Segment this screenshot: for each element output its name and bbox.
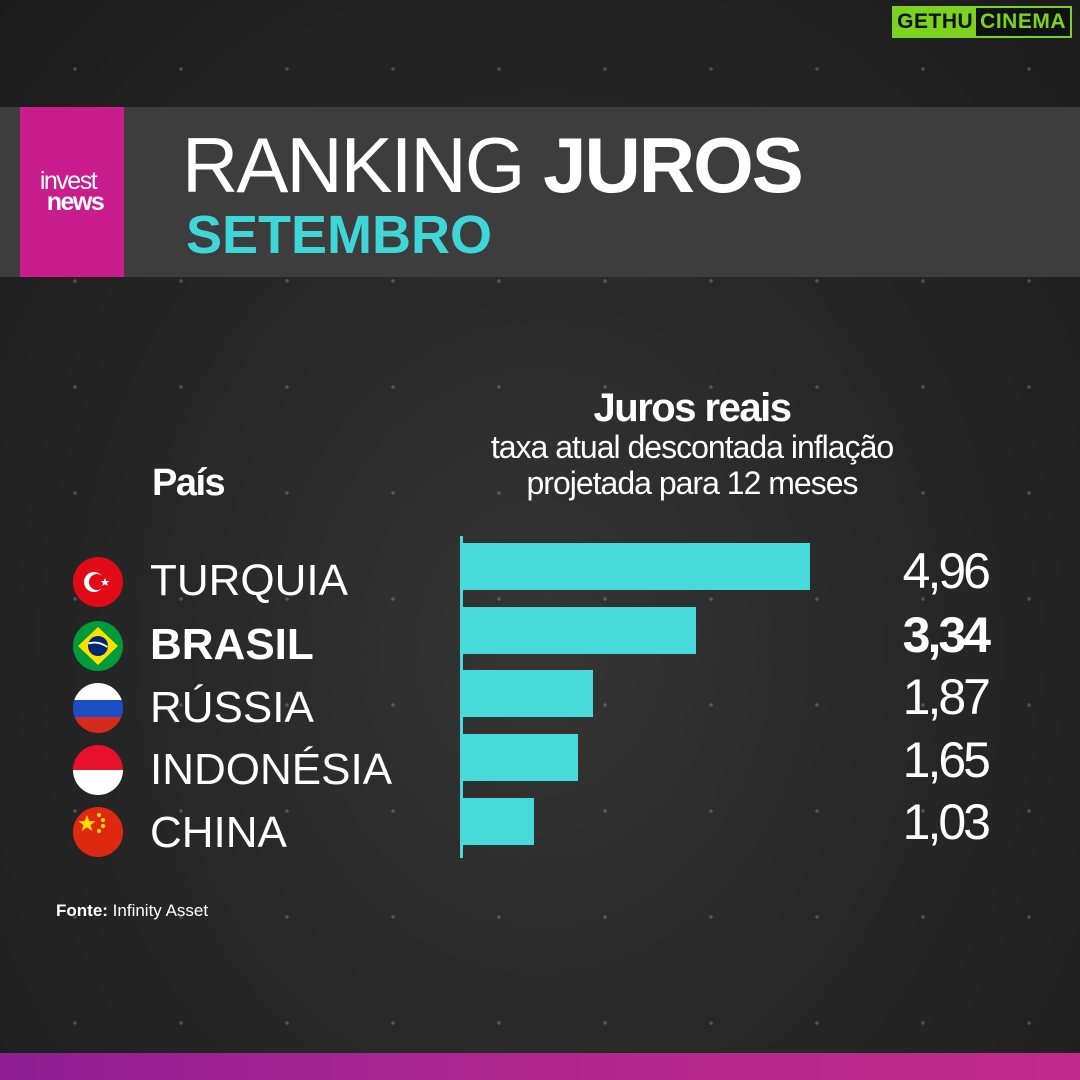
value-label-turquia: 4,96 bbox=[902, 543, 991, 599]
title-bold: JUROS bbox=[543, 121, 804, 209]
turkey-flag-icon bbox=[73, 557, 123, 607]
page-title: RANKING JUROS bbox=[182, 120, 804, 211]
source-label: Fonte: bbox=[56, 901, 108, 920]
country-label-china: CHINA bbox=[150, 808, 287, 857]
indonesia-flag-icon bbox=[73, 745, 123, 795]
country-label-indonesia: INDONÉSIA bbox=[150, 745, 393, 794]
header-band bbox=[0, 107, 1080, 277]
value-header-title: Juros reais bbox=[593, 386, 792, 430]
country-label-turquia: TURQUIA bbox=[150, 556, 348, 605]
bar-russia bbox=[462, 670, 593, 717]
watermark-part2: CINEMA bbox=[976, 8, 1070, 36]
value-label-russia: 1,87 bbox=[902, 669, 991, 725]
value-label-brasil: 3,34 bbox=[902, 607, 991, 663]
source-note: Fonte: Infinity Asset bbox=[56, 901, 208, 921]
title-light: RANKING bbox=[182, 121, 525, 209]
watermark-part1: GETHU bbox=[894, 8, 977, 36]
value-header-sub1: taxa atual descontada inflação bbox=[490, 429, 894, 465]
investnews-logo: invest news bbox=[20, 107, 124, 277]
country-label-brasil: BRASIL bbox=[150, 620, 314, 669]
footer-bar bbox=[0, 1053, 1080, 1080]
bar-turquia bbox=[462, 543, 810, 590]
watermark-logo: GETHU CINEMA bbox=[892, 6, 1072, 38]
page-subtitle: SETEMBRO bbox=[186, 205, 493, 265]
brazil-flag-icon bbox=[73, 621, 123, 671]
value-column-header: Juros reais taxa atual descontada inflaç… bbox=[402, 388, 982, 500]
bar-indonesia bbox=[462, 734, 578, 781]
russia-flag-icon bbox=[73, 683, 123, 733]
china-flag-icon bbox=[73, 807, 123, 857]
source-value: Infinity Asset bbox=[112, 901, 209, 920]
bar-brasil bbox=[462, 607, 696, 654]
value-label-china: 1,03 bbox=[902, 794, 991, 850]
chart-axis-line bbox=[460, 536, 463, 858]
value-header-sub2: projetada para 12 meses bbox=[526, 465, 859, 501]
bar-china bbox=[462, 798, 534, 845]
country-column-header: País bbox=[152, 462, 226, 504]
logo-line-invest: invest bbox=[39, 166, 98, 195]
logo-line-news: news bbox=[46, 188, 105, 216]
value-label-indonesia: 1,65 bbox=[902, 732, 991, 788]
country-label-russia: RÚSSIA bbox=[150, 683, 314, 732]
